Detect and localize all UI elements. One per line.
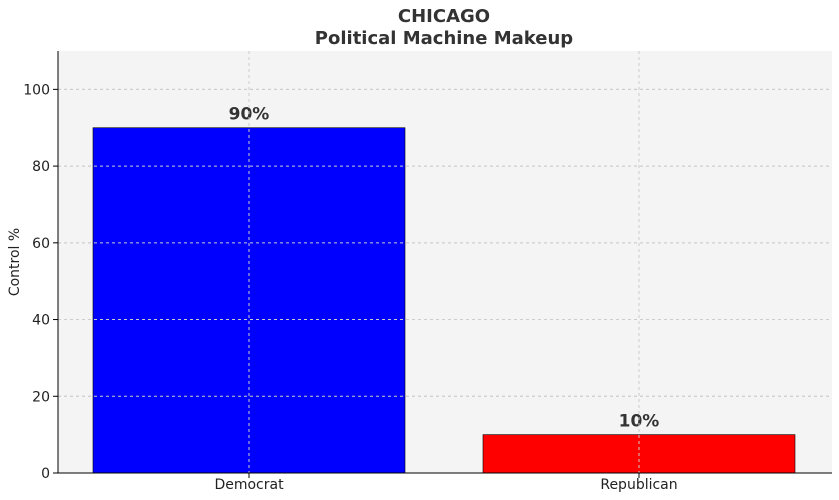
y-tick-label: 20 [32, 389, 50, 405]
chart-subtitle: Political Machine Makeup [315, 28, 573, 49]
x-tick-label: Republican [600, 477, 677, 493]
bar-value-label: 10% [619, 412, 660, 432]
y-tick-label: 80 [32, 159, 50, 175]
y-tick-label: 100 [23, 82, 50, 98]
y-axis-label: Control % [7, 228, 23, 296]
y-tick-label: 60 [32, 236, 50, 252]
y-tick-label: 40 [32, 313, 50, 329]
chart-title: CHICAGO [398, 6, 490, 27]
x-ticks: Democrat Republican [214, 473, 678, 493]
bar-value-label: 90% [229, 105, 270, 125]
y-tick-label: 0 [41, 466, 50, 482]
x-tick-label: Democrat [214, 477, 284, 493]
axes [57, 51, 832, 474]
y-ticks: 0 20 40 60 80 100 [23, 82, 58, 482]
